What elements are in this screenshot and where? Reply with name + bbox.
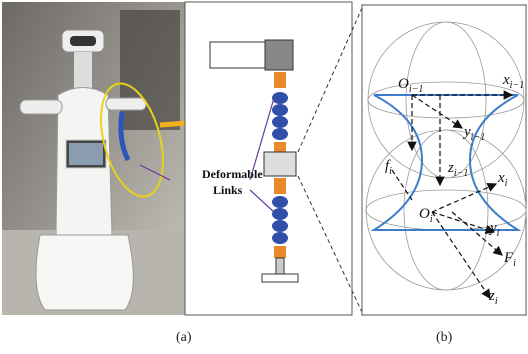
annotation: Deformable [202, 167, 263, 181]
label-subscript: i−1 [454, 168, 469, 179]
label-subscript: i [495, 296, 498, 307]
label-base: y [488, 220, 497, 236]
label-subscript: i [513, 258, 516, 269]
label-base: y [462, 124, 471, 140]
label-subscript: i [389, 166, 392, 177]
label-subscript: i−1 [409, 84, 424, 95]
figure: Deformable Links Oi−1xi−1yi−1fizi−1xi [0, 0, 528, 354]
annotation: Links [213, 183, 243, 197]
caption: (a) [176, 330, 192, 345]
label-subscript: i−1 [471, 132, 486, 143]
label-subscript: i [430, 214, 433, 225]
label-subscript: i−1 [510, 80, 525, 91]
label-base: O [398, 76, 409, 92]
label-subscript: i [497, 228, 500, 239]
label-subscript: i [505, 178, 508, 189]
label-base: O [419, 206, 430, 222]
caption: (b) [436, 330, 453, 345]
